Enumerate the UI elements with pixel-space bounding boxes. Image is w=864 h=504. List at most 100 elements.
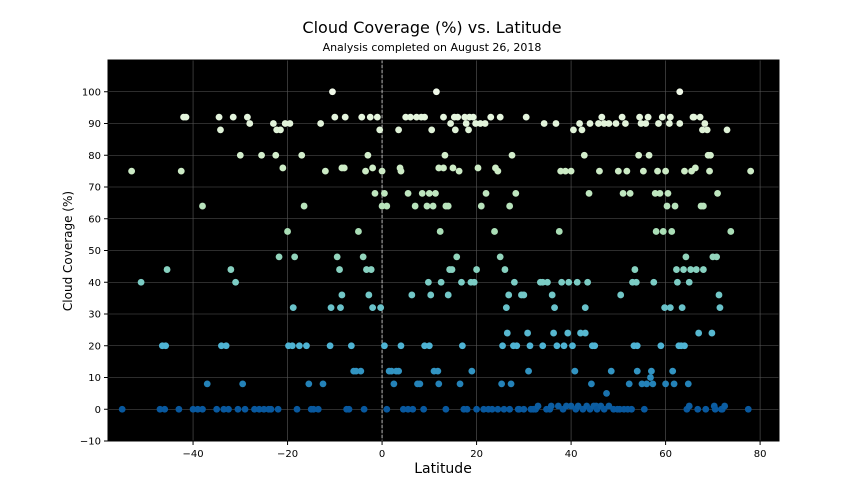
data-point [506, 405, 514, 413]
data-point [163, 266, 171, 273]
y-tick-label: 70 [88, 183, 101, 194]
data-point [333, 253, 341, 261]
data-point [436, 228, 444, 235]
data-point [369, 304, 377, 312]
data-point [706, 167, 713, 175]
data-point [440, 113, 447, 121]
data-point [510, 278, 518, 286]
data-point [371, 189, 379, 197]
data-point [362, 167, 369, 175]
data-point [331, 113, 339, 121]
data-point [540, 120, 548, 127]
data-point [341, 113, 349, 121]
data-point [241, 405, 249, 413]
data-point [622, 120, 629, 127]
data-point [578, 126, 586, 134]
data-point [416, 380, 424, 388]
data-point [421, 342, 428, 350]
data-point [444, 202, 452, 210]
data-point [662, 380, 669, 388]
data-point [617, 291, 625, 299]
data-point [447, 120, 454, 127]
data-point [465, 126, 472, 134]
data-point [501, 266, 509, 273]
data-point [303, 342, 310, 350]
data-point [494, 167, 502, 175]
data-point [451, 126, 459, 134]
data-point [508, 151, 516, 159]
data-point [425, 189, 433, 197]
y-tick-label: 60 [88, 214, 101, 225]
data-point [650, 278, 658, 286]
data-point [649, 380, 657, 388]
data-point [633, 367, 641, 375]
data-point [463, 405, 471, 413]
data-point [487, 113, 495, 121]
data-point [473, 266, 480, 273]
x-tick-label: 0 [379, 449, 385, 460]
data-point [676, 88, 684, 96]
data-point [678, 304, 686, 312]
x-axis-label: Latitude [414, 461, 472, 477]
data-point [696, 113, 704, 121]
data-point [525, 367, 532, 375]
data-point [476, 120, 484, 127]
data-point [329, 88, 336, 96]
data-point [458, 278, 465, 286]
x-tick-label: −40 [183, 449, 204, 460]
data-point [702, 405, 710, 413]
data-point [491, 228, 498, 235]
data-point [378, 202, 386, 210]
data-point [747, 167, 755, 175]
data-point [670, 380, 678, 388]
data-point [423, 202, 431, 210]
data-point [161, 405, 169, 413]
data-point [684, 380, 692, 388]
data-point [558, 278, 566, 286]
data-point [584, 278, 592, 286]
y-tick-label: 0 [95, 405, 101, 416]
data-point [277, 126, 284, 134]
data-point [269, 120, 277, 127]
data-point [437, 278, 445, 286]
data-point [260, 405, 268, 413]
data-point [477, 202, 485, 210]
data-point [286, 120, 294, 127]
data-point [284, 228, 291, 235]
y-tick-label: 90 [88, 119, 101, 130]
data-point [288, 342, 296, 350]
data-point [314, 405, 322, 413]
data-point [633, 342, 641, 350]
data-point [162, 342, 170, 350]
data-point [418, 189, 426, 197]
data-point [681, 167, 688, 175]
data-point [498, 380, 506, 388]
data-point [669, 367, 677, 375]
data-point [694, 405, 702, 413]
data-point [449, 164, 457, 172]
data-point [666, 304, 674, 312]
data-point [553, 342, 561, 350]
chart-title: Cloud Coverage (%) vs. Latitude [302, 18, 561, 37]
data-point [551, 304, 558, 312]
data-point [494, 405, 502, 413]
data-point [691, 164, 699, 172]
data-point [570, 126, 577, 134]
data-point [189, 405, 197, 413]
data-point [300, 202, 308, 210]
data-point [605, 120, 613, 127]
data-point [573, 278, 581, 286]
data-point [685, 402, 693, 410]
data-point [425, 342, 433, 350]
data-point [381, 189, 388, 197]
data-point [360, 405, 368, 413]
data-point [655, 120, 662, 127]
data-point [369, 164, 377, 172]
data-point [520, 291, 528, 299]
data-point [699, 266, 707, 273]
data-point [644, 113, 652, 121]
data-point [502, 304, 510, 312]
data-point [408, 291, 416, 299]
data-point [595, 120, 602, 127]
data-point [600, 120, 608, 127]
